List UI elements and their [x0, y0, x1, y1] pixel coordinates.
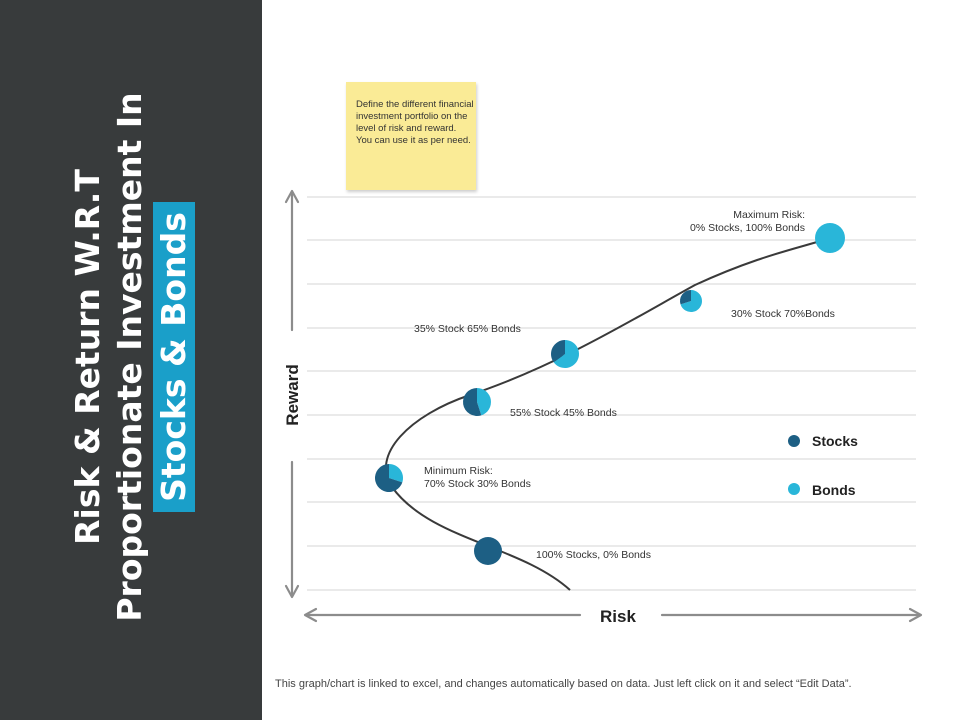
sticky-note: Define the different financial investmen…	[346, 82, 476, 190]
pie-slice-bonds	[815, 223, 845, 253]
pie-point-p100	[474, 537, 502, 565]
gridlines	[307, 196, 916, 591]
risk-axis	[303, 607, 923, 623]
pie-point-pmin	[375, 464, 403, 493]
point-label-line: 100% Stocks, 0% Bonds	[536, 549, 651, 561]
point-label-pmin: Minimum Risk: 70% Stock 30% Bonds	[424, 465, 531, 490]
point-labels: 100% Stocks, 0% Bonds Minimum Risk: 70% St…	[414, 209, 835, 561]
pie-slice-stocks	[463, 388, 482, 416]
y-axis-label: Reward	[283, 364, 302, 425]
pie-point-p55	[463, 388, 492, 416]
point-label-line: 0% Stocks, 100% Bonds	[690, 222, 805, 234]
point-label-p55: 55% Stock 45% Bonds	[510, 407, 617, 419]
point-label-pmax: Maximum Risk: 0% Stocks, 100% Bonds	[690, 209, 805, 234]
pie-point-p30	[680, 290, 702, 313]
data-points	[375, 223, 845, 565]
point-label-p35: 35% Stock 65% Bonds	[414, 323, 521, 335]
pie-slice-bonds	[553, 340, 579, 369]
pie-slice-bonds	[389, 464, 403, 483]
pie-point-p35	[551, 340, 579, 369]
reward-axis	[284, 189, 300, 599]
point-label-p100: 100% Stocks, 0% Bonds	[536, 549, 651, 561]
footer-note: This graph/chart is linked to excel, and…	[275, 678, 852, 690]
legend-bonds-label: Bonds	[812, 482, 856, 498]
point-label-line: 30% Stock 70%Bonds	[731, 308, 835, 320]
pie-slice-bonds	[477, 388, 492, 416]
point-label-line: 35% Stock 65% Bonds	[414, 323, 521, 335]
point-label-p30: 30% Stock 70%Bonds	[731, 308, 835, 320]
pie-slice-stocks	[680, 290, 691, 305]
pie-slice-bonds	[680, 290, 702, 313]
sticky-note-text: Define the different financial investmen…	[356, 99, 474, 146]
point-label-line: Minimum Risk:	[424, 465, 493, 477]
pie-slice-stocks	[551, 340, 565, 363]
x-axis-label: Risk	[600, 607, 636, 626]
legend-stocks-label: Stocks	[812, 433, 858, 449]
legend-bonds-marker	[788, 483, 800, 495]
pie-slice-stocks	[375, 464, 403, 493]
sidebar: Risk & Return W.R.T Proportionate Invest…	[0, 0, 262, 720]
point-label-line: 55% Stock 45% Bonds	[510, 407, 617, 419]
legend-stocks-marker	[788, 435, 800, 447]
pie-slice-stocks	[474, 537, 502, 565]
legend: Stocks Bonds	[788, 433, 858, 498]
pie-point-pmax	[815, 223, 845, 253]
point-label-line: Maximum Risk:	[733, 209, 805, 221]
point-label-line: 70% Stock 30% Bonds	[424, 478, 531, 490]
